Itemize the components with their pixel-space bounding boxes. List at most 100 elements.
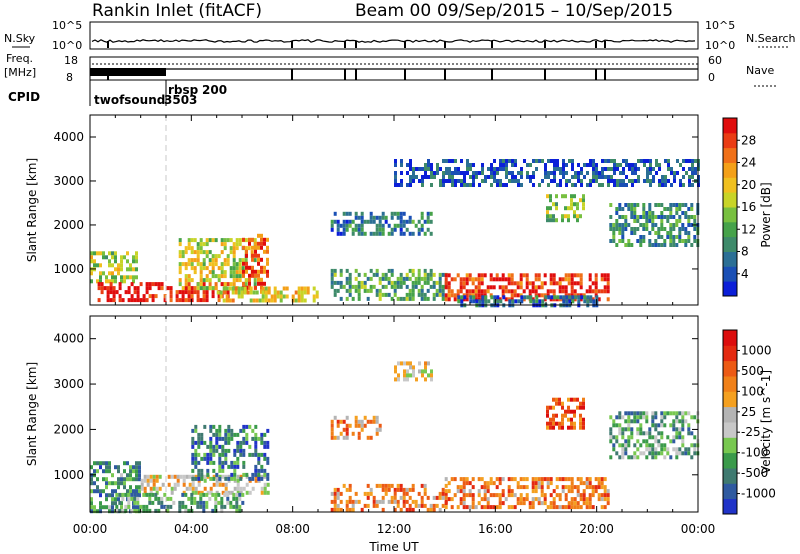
heatmap-cell (627, 423, 631, 428)
heatmap-cell (363, 231, 367, 236)
heatmap-cell (573, 202, 576, 207)
heatmap-cell (384, 219, 388, 224)
heatmap-cell (254, 249, 257, 254)
heatmap-cell (552, 405, 555, 410)
heatmap-cell (242, 428, 246, 433)
freq-block (90, 68, 166, 76)
heatmap-cell (693, 235, 697, 239)
heatmap-cell (114, 489, 117, 494)
heatmap-cell (148, 500, 152, 505)
heatmap-cell (394, 365, 397, 370)
heatmap-cell (252, 290, 256, 295)
heatmap-cell (631, 179, 634, 183)
heatmap-cell (489, 477, 493, 482)
heatmap-cell (345, 427, 349, 432)
heatmap-cell (114, 267, 117, 272)
heatmap-cell (133, 496, 137, 501)
heatmap-cell (630, 427, 634, 432)
heatmap-cell (691, 183, 694, 187)
heatmap-cell (339, 272, 343, 277)
heatmap-cell (193, 496, 197, 501)
heatmap-cell (264, 294, 268, 299)
heatmap-cell (209, 448, 213, 453)
heatmap-cell (486, 501, 490, 506)
heatmap-cell (499, 167, 502, 171)
heatmap-cell (529, 179, 532, 183)
heatmap-cell (235, 238, 239, 243)
heatmap-cell (649, 167, 652, 171)
heatmap-cell (450, 477, 454, 482)
heatmap-cell (450, 497, 454, 502)
heatmap-cell (670, 167, 673, 171)
heatmap-cell (463, 179, 466, 183)
heatmap-cell (546, 405, 549, 410)
heatmap-cell (184, 266, 188, 271)
heatmap-cell (525, 485, 529, 490)
heatmap-cell (399, 227, 403, 232)
heatmap-cell (105, 461, 108, 466)
heatmap-cell (244, 246, 248, 251)
heatmap-cell (468, 277, 472, 282)
heatmap-cell (588, 493, 592, 498)
heatmap-cell (375, 503, 379, 508)
heatmap-cell (221, 468, 225, 473)
heatmap-cell (444, 501, 448, 506)
heatmap-cell (576, 493, 580, 498)
heatmap-cell (393, 211, 397, 216)
heatmap-cell (132, 477, 135, 482)
heatmap-cell (212, 448, 216, 453)
heatmap-cell (257, 269, 260, 274)
heatmap-cell (592, 175, 595, 179)
heatmap-cell (251, 476, 255, 481)
heatmap-cell (615, 223, 619, 227)
heatmap-cell (223, 242, 227, 247)
heatmap-cell (100, 290, 104, 295)
heatmap-cell (477, 277, 481, 282)
heatmap-cell (576, 214, 579, 219)
heatmap-cell (212, 474, 216, 479)
heatmap-cell (669, 203, 673, 207)
heatmap-cell (228, 298, 232, 303)
heatmap-cell (215, 428, 219, 433)
heatmap-cell (472, 171, 475, 175)
heatmap-cell (138, 509, 141, 514)
heatmap-cell (333, 292, 337, 297)
heatmap-cell (196, 258, 200, 263)
heatmap-cell (612, 443, 616, 448)
heatmap-cell (633, 455, 637, 460)
heatmap-cell (684, 411, 688, 416)
heatmap-cell (260, 245, 263, 250)
heatmap-cell (663, 455, 667, 460)
heatmap-cell (181, 492, 185, 497)
heatmap-cell (583, 295, 587, 300)
heatmap-cell (160, 282, 164, 287)
heatmap-cell (390, 227, 394, 232)
heatmap-cell (157, 496, 161, 501)
heatmap-cell (621, 443, 625, 448)
heatmap-cell (117, 497, 120, 502)
heatmap-cell (552, 489, 556, 494)
heatmap-cell (480, 485, 484, 490)
heatmap-cell (194, 460, 198, 465)
heatmap-cell (242, 261, 245, 266)
heatmap-cell (624, 419, 628, 424)
heatmap-cell (133, 286, 137, 291)
heatmap-cell (339, 284, 343, 289)
heatmap-cell (129, 489, 132, 494)
heatmap-cell (237, 286, 241, 291)
heatmap-cell (493, 179, 496, 183)
heatmap-cell (540, 285, 544, 290)
heatmap-cell (176, 482, 180, 487)
heatmap-cell (657, 423, 661, 428)
heatmap-cell (612, 235, 616, 239)
heatmap-cell (510, 289, 514, 294)
heatmap-cell (618, 423, 622, 428)
heatmap-cell (672, 203, 676, 207)
heatmap-cell (619, 179, 622, 183)
heatmap-cell (582, 417, 585, 422)
heatmap-cell (579, 505, 583, 510)
heatmap-cell (93, 461, 96, 466)
heatmap-cell (121, 508, 125, 513)
heatmap-cell (672, 435, 676, 440)
